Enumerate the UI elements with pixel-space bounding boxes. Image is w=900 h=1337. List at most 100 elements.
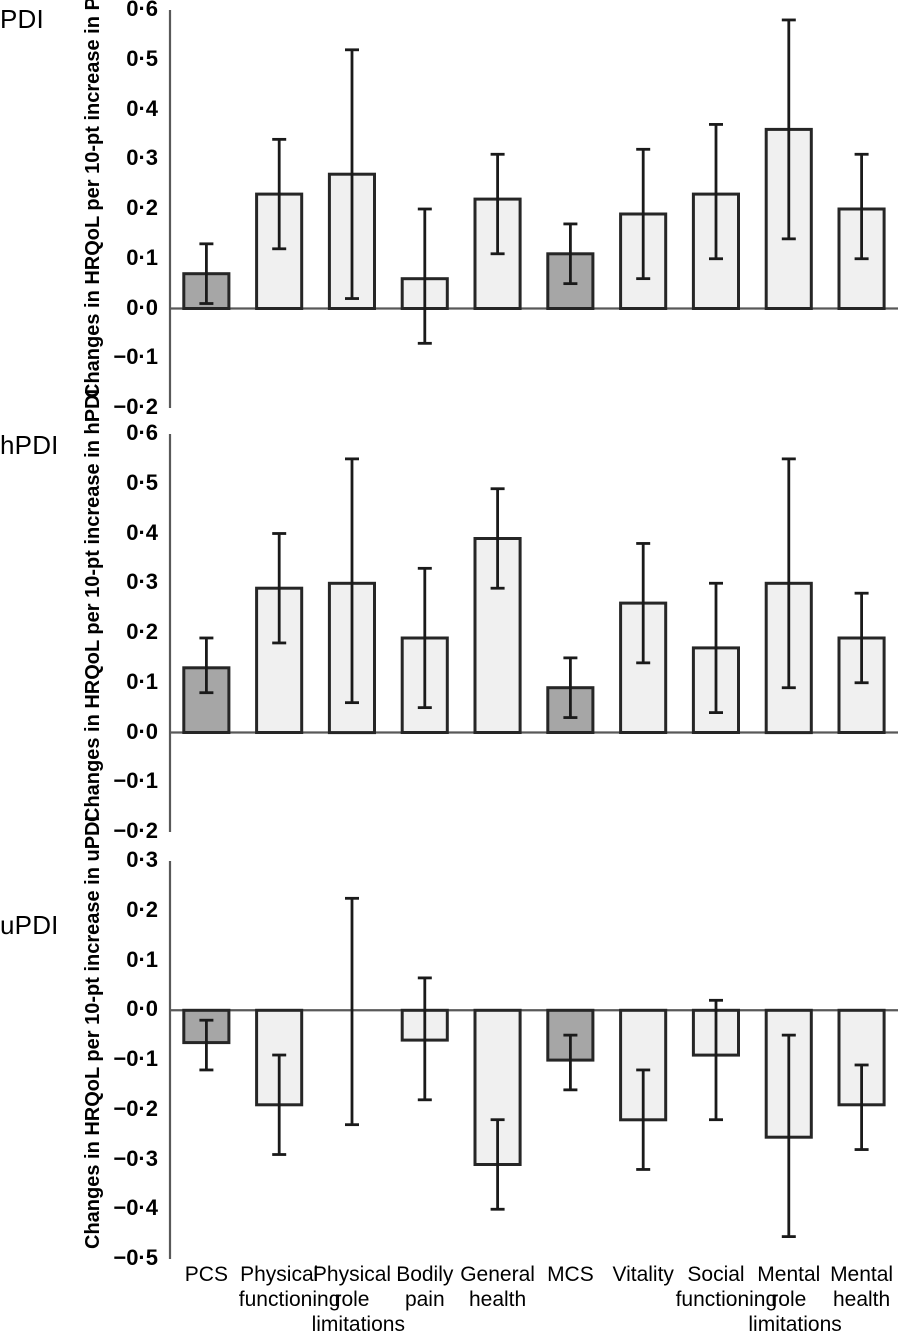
- y-tick-label: 0·2: [126, 619, 158, 644]
- error-bar: [709, 581, 723, 714]
- y-tick-label: 0·1: [126, 946, 158, 972]
- x-axis-label: Bodily pain: [396, 1263, 454, 1311]
- y-tick-label: −0·3: [113, 1145, 158, 1171]
- error-bar: [636, 542, 651, 665]
- error-bar: [854, 1063, 869, 1151]
- y-axis-title-updi: Changes in HRQoL per 10-pt increase in u…: [82, 815, 104, 1249]
- y-tick-label: −0·2: [113, 1095, 158, 1121]
- error-bar: [490, 152, 505, 256]
- bar: [691, 646, 741, 735]
- x-axis-label: Physical functioning: [238, 1263, 341, 1311]
- error-bar: [199, 636, 214, 695]
- error-bar: [709, 998, 723, 1122]
- bar: [764, 581, 813, 735]
- bar: [400, 1008, 449, 1042]
- error-bar: [199, 1018, 214, 1072]
- x-axis-label: Physical role limitations: [311, 1263, 405, 1336]
- bar: [837, 207, 886, 310]
- x-axis-label: Vitality: [612, 1263, 674, 1286]
- panel-tag-updi: uPDI: [0, 910, 59, 940]
- bar: [182, 666, 231, 734]
- error-bar: [854, 591, 869, 685]
- y-axis-title-hpdi: Changes in HRQoL per 10-pt increase in h…: [82, 388, 104, 822]
- bar: [691, 1008, 741, 1057]
- x-axis-label: Mental role limitations: [748, 1263, 842, 1336]
- error-bar: [781, 1033, 796, 1239]
- bar: [764, 127, 813, 310]
- y-tick-label: −0·1: [113, 768, 158, 794]
- y-tick-label: 0·5: [126, 45, 158, 71]
- panel-tag-pdi: PDI: [0, 4, 44, 34]
- x-axis-label: Mental health: [830, 1263, 894, 1311]
- error-bar: [490, 1118, 505, 1211]
- bar: [837, 636, 886, 734]
- error-bar: [345, 48, 359, 300]
- y-tick-label: −0·2: [113, 394, 158, 419]
- y-tick-label: 0·0: [126, 294, 158, 320]
- bar: [327, 581, 376, 735]
- error-bar: [854, 152, 869, 261]
- y-tick-label: 0·2: [126, 896, 158, 922]
- bar: [255, 1008, 304, 1107]
- error-bar: [781, 457, 796, 690]
- y-tick-label: 0·3: [126, 569, 158, 595]
- bar: [546, 252, 595, 311]
- y-tick-label: 0·4: [126, 95, 158, 121]
- error-bar: [272, 1053, 287, 1156]
- y-tick-label: 0·3: [126, 145, 158, 171]
- error-bar: [417, 207, 432, 345]
- x-axis-label: MCS: [547, 1263, 594, 1286]
- y-tick-label: −0·1: [113, 1046, 158, 1071]
- bar: [255, 586, 304, 735]
- y-tick-label: 0·0: [126, 718, 158, 744]
- error-bar: [636, 147, 651, 281]
- bar: [546, 1008, 595, 1062]
- bar: [764, 1008, 813, 1139]
- error-bar: [199, 242, 214, 305]
- bar: [473, 537, 522, 734]
- y-tick-label: 0·1: [126, 668, 158, 694]
- y-tick-label: 0·0: [126, 996, 158, 1022]
- bar: [400, 277, 449, 311]
- y-tick-label: −0·2: [113, 818, 158, 843]
- error-bar: [345, 457, 359, 705]
- bar: [691, 192, 741, 311]
- y-tick-label: −0·5: [113, 1245, 158, 1270]
- bar: [473, 1008, 522, 1166]
- error-bar: [490, 487, 505, 590]
- bar: [546, 686, 595, 735]
- bar: [182, 272, 231, 311]
- error-bar: [709, 123, 723, 261]
- bar: [400, 636, 449, 734]
- x-axis-label: PCS: [184, 1263, 228, 1286]
- bar: [182, 1008, 231, 1045]
- bar: [619, 601, 668, 734]
- y-tick-label: −0·1: [113, 344, 158, 370]
- y-tick-label: 0·2: [126, 195, 158, 220]
- y-tick-label: −0·4: [113, 1195, 158, 1221]
- error-bar: [417, 976, 432, 1102]
- y-tick-label: 0·3: [126, 847, 158, 872]
- y-tick-label: 0·5: [126, 469, 158, 495]
- y-tick-label: 0·1: [126, 244, 158, 270]
- x-axis-label: General health: [460, 1263, 535, 1311]
- error-bar: [563, 1033, 578, 1092]
- error-bar: [417, 566, 432, 710]
- error-bar: [563, 222, 578, 286]
- bar: [619, 1008, 668, 1122]
- bar: [473, 197, 522, 311]
- error-bar: [636, 1068, 651, 1171]
- error-bar: [563, 656, 578, 719]
- bar: [619, 212, 668, 310]
- error-bar: [272, 532, 287, 645]
- bar: [327, 172, 376, 310]
- panel-tag-hpdi: hPDI: [0, 430, 59, 460]
- y-tick-label: 0·6: [126, 0, 158, 21]
- bar: [255, 192, 304, 311]
- error-bar: [272, 137, 287, 251]
- error-bar: [345, 896, 359, 1127]
- error-bar: [781, 18, 796, 241]
- y-tick-label: 0·6: [126, 420, 158, 445]
- bar: [837, 1008, 886, 1107]
